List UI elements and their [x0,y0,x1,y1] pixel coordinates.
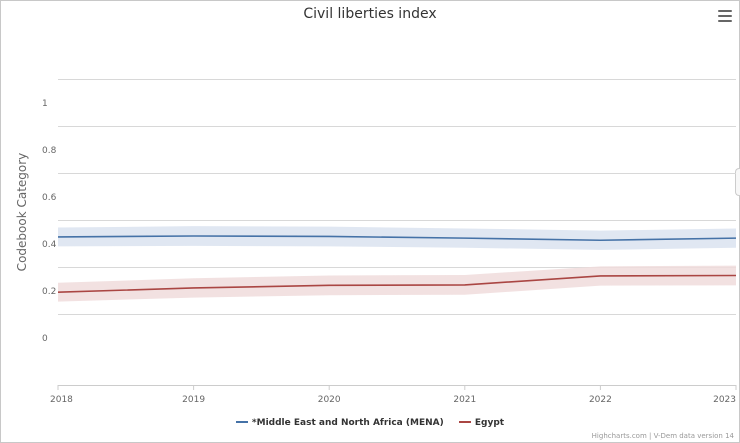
x-tick-label: 2019 [182,395,205,405]
x-tick-label: 2022 [589,395,612,405]
confidence-band-egypt [58,265,736,302]
menu-bar-icon [718,10,732,12]
y-tick-label: 0.2 [42,287,56,297]
credits[interactable]: Highcharts.com | V-Dem data version 14 [591,432,734,440]
legend-item-mena[interactable]: *Middle East and North Africa (MENA) [235,418,444,428]
series-line-mena [57,235,737,242]
side-scroll-tab[interactable] [735,168,740,196]
x-tick-label: 2018 [50,395,73,405]
series-line-egypt [57,274,737,293]
legend-item-egypt[interactable]: Egypt [458,418,505,428]
y-tick-label: 0.4 [42,240,57,250]
legend-label-egypt: Egypt [474,418,505,428]
chart-title: Civil liberties index [303,6,437,22]
y-tick-label: 0 [42,334,48,344]
legend: *Middle East and North Africa (MENA) Egy… [0,418,740,428]
x-tick-label: 2020 [318,395,341,405]
menu-bar-icon [718,20,732,22]
x-tick-label: 2021 [453,395,476,405]
legend-label-mena: *Middle East and North Africa (MENA) [251,418,444,428]
legend-line-mena [235,420,248,423]
legend-line-egypt [458,420,471,423]
y-tick-label: 0.8 [42,146,57,156]
hamburger-menu-icon[interactable] [718,10,732,22]
menu-bar-icon [718,15,732,17]
x-tick-label: 2023 [713,395,736,405]
y-tick-label: 1 [42,99,48,109]
y-tick-label: 0.6 [42,193,57,203]
